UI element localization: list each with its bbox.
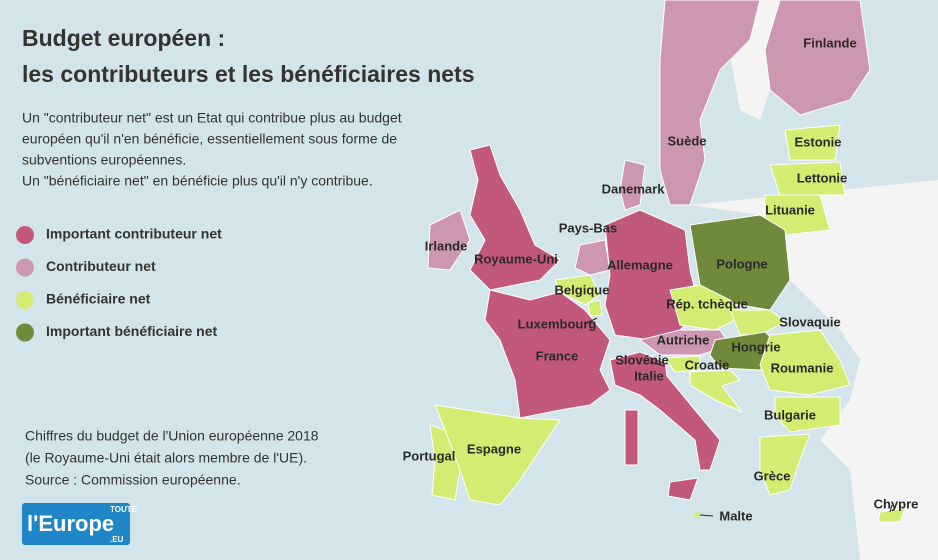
country-label: Luxembourg bbox=[518, 316, 597, 331]
country-shape bbox=[469, 144, 561, 291]
country-shape bbox=[427, 209, 471, 271]
country-label: Finlande bbox=[803, 35, 856, 50]
leader-line bbox=[584, 317, 598, 325]
logo-box bbox=[22, 503, 130, 545]
country-shape bbox=[429, 424, 461, 501]
legend-label: Bénéficiaire net bbox=[46, 291, 151, 307]
legend-swatch bbox=[16, 258, 34, 277]
legend-swatch bbox=[16, 323, 34, 342]
country-label: Rép. tchèque bbox=[666, 296, 748, 311]
country-shape bbox=[759, 329, 851, 396]
country-shape bbox=[667, 477, 699, 501]
country-shape bbox=[694, 512, 700, 518]
country-label: Espagne bbox=[467, 441, 521, 456]
logo-text: l'Europe bbox=[27, 511, 114, 536]
country-label: Malte bbox=[719, 508, 752, 523]
country-label: Belgique bbox=[555, 282, 610, 297]
country-label: France bbox=[536, 348, 579, 363]
legend-label: Contributeur net bbox=[46, 258, 156, 274]
country-label: Bulgarie bbox=[764, 407, 816, 422]
legend-label: Important bénéficiaire net bbox=[46, 323, 217, 339]
land bbox=[690, 180, 938, 560]
leader-line bbox=[889, 504, 893, 513]
source: Source : Commission européenne. bbox=[25, 472, 241, 488]
country-shape bbox=[769, 161, 846, 196]
country-label: Allemagne bbox=[607, 257, 673, 272]
leader-line bbox=[699, 514, 714, 517]
country-shape bbox=[659, 0, 761, 206]
country-label: Croatie bbox=[685, 357, 730, 372]
country-label: Estonie bbox=[795, 134, 842, 149]
country-shape bbox=[484, 289, 611, 419]
country-label: Autriche bbox=[657, 332, 710, 347]
country-shape bbox=[729, 309, 786, 336]
country-shape bbox=[784, 124, 841, 161]
logo: TOUTE l'Europe .EU bbox=[22, 503, 138, 545]
country-shape bbox=[574, 239, 611, 276]
country-label: Grèce bbox=[754, 468, 791, 483]
logo-text: .EU bbox=[110, 535, 124, 544]
country-label: Pologne bbox=[716, 256, 767, 271]
country-shape bbox=[764, 0, 871, 116]
country-shape bbox=[759, 433, 811, 496]
title: Budget européen : bbox=[22, 25, 225, 51]
country-shape bbox=[554, 274, 601, 306]
legend-label: Important contributeur net bbox=[46, 226, 222, 242]
description: européen qu'il n'en bénéficie, essentiel… bbox=[22, 131, 397, 147]
source: Chiffres du budget de l'Union européenne… bbox=[25, 428, 319, 444]
description: Un "bénéficiaire net" en bénéficie plus … bbox=[22, 173, 373, 189]
country-label: Lituanie bbox=[765, 202, 815, 217]
country-shape bbox=[664, 355, 701, 373]
country-label: Italie bbox=[634, 368, 664, 383]
country-label: Hongrie bbox=[731, 339, 780, 354]
country-label: Pays-Bas bbox=[559, 220, 618, 235]
country-shape bbox=[689, 369, 743, 413]
source: (le Royaume-Uni était alors membre de l'… bbox=[25, 450, 307, 466]
country-label: Portugal bbox=[403, 448, 456, 463]
country-label: Danemark bbox=[602, 181, 666, 196]
country-label: Chypre bbox=[874, 496, 919, 511]
country-label: Irlande bbox=[425, 238, 468, 253]
country-shape bbox=[764, 194, 831, 236]
country-labels: Finlande Suède Danemark Royaume-Uni Irla… bbox=[403, 35, 919, 523]
country-label: Roumanie bbox=[771, 360, 834, 375]
country-shape bbox=[624, 409, 639, 466]
country-shape bbox=[877, 507, 906, 523]
country-label: Suède bbox=[667, 133, 706, 148]
country-label: Royaume-Uni bbox=[474, 251, 558, 266]
country-shape bbox=[619, 159, 646, 211]
legend-swatch bbox=[16, 226, 34, 244]
country-shape bbox=[609, 351, 721, 471]
logo-text: TOUTE bbox=[110, 505, 138, 514]
country-label: Lettonie bbox=[797, 170, 848, 185]
description: subventions européennes. bbox=[22, 152, 186, 168]
title: les contributeurs et les bénéficiaires n… bbox=[22, 61, 475, 87]
legend: Important contributeur net Contributeur n… bbox=[16, 226, 222, 342]
country-label: Slovénie bbox=[615, 352, 668, 367]
country-shape bbox=[587, 299, 603, 317]
country-shape bbox=[774, 396, 841, 433]
description: Un "contributeur net" est un Etat qui co… bbox=[22, 110, 402, 126]
leader-line bbox=[649, 361, 666, 367]
country-label: Slovaquie bbox=[779, 314, 840, 329]
legend-swatch bbox=[16, 291, 34, 309]
